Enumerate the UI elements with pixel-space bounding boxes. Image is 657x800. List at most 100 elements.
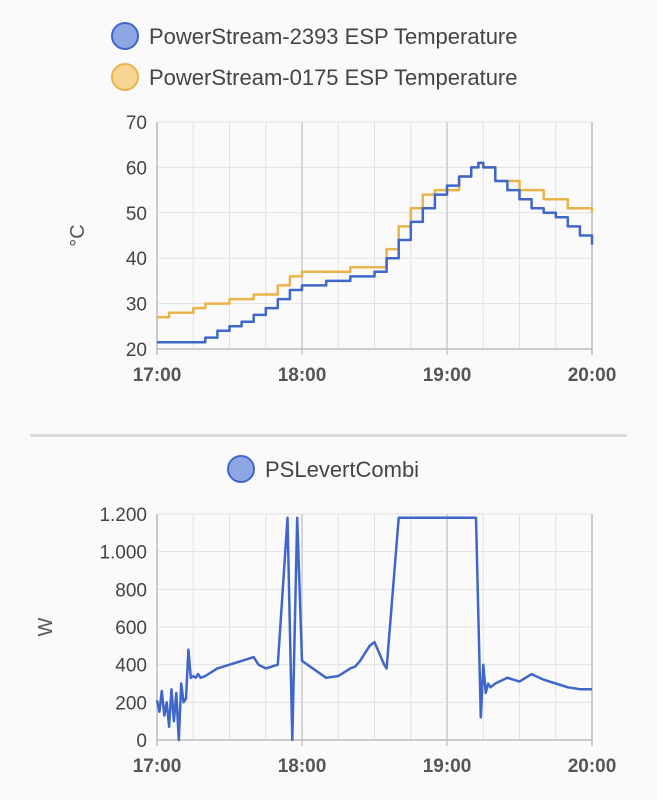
data-point-1-0-26[interactable]	[276, 663, 280, 667]
data-point-0-1-4[interactable]	[228, 297, 232, 301]
data-point-1-0-25[interactable]	[264, 666, 268, 670]
data-point-0-0-20[interactable]	[457, 174, 461, 178]
data-point-0-0-7[interactable]	[264, 306, 268, 310]
data-point-1-0-44[interactable]	[469, 516, 473, 520]
data-point-1-0-22[interactable]	[240, 659, 244, 663]
data-point-1-0-42[interactable]	[421, 516, 425, 520]
data-point-1-0-16[interactable]	[194, 676, 198, 680]
data-point-1-0-32[interactable]	[336, 674, 340, 678]
data-point-0-1-25[interactable]	[566, 206, 570, 210]
data-point-1-0-19[interactable]	[203, 674, 207, 678]
data-point-0-0-9[interactable]	[288, 288, 292, 292]
data-point-0-0-32[interactable]	[590, 243, 594, 247]
data-point-1-0-56[interactable]	[554, 682, 558, 686]
data-point-0-0-28[interactable]	[542, 211, 546, 215]
data-point-1-0-47[interactable]	[481, 663, 485, 667]
data-point-0-0-3[interactable]	[215, 329, 219, 333]
data-point-0-0-0[interactable]	[155, 340, 159, 344]
data-point-1-0-59[interactable]	[590, 687, 594, 691]
data-point-1-0-4[interactable]	[165, 700, 169, 704]
data-point-0-1-12[interactable]	[385, 247, 389, 251]
data-point-1-0-49[interactable]	[486, 682, 490, 686]
data-point-1-0-57[interactable]	[566, 685, 570, 689]
data-point-0-0-15[interactable]	[397, 238, 401, 242]
data-point-1-0-36[interactable]	[363, 651, 367, 655]
data-point-1-0-20[interactable]	[215, 666, 219, 670]
data-point-1-0-1[interactable]	[157, 710, 161, 714]
data-point-1-0-33[interactable]	[348, 666, 352, 670]
data-point-1-0-46[interactable]	[479, 715, 483, 719]
data-point-0-0-24[interactable]	[493, 179, 497, 183]
data-point-1-0-34[interactable]	[353, 665, 357, 669]
data-point-1-0-51[interactable]	[493, 682, 497, 686]
data-point-1-0-11[interactable]	[182, 700, 186, 704]
series-line-1-0[interactable]	[155, 516, 592, 742]
data-point-1-0-5[interactable]	[167, 725, 171, 729]
data-point-0-0-25[interactable]	[505, 188, 509, 192]
data-point-1-0-30[interactable]	[300, 659, 304, 663]
data-point-1-0-2[interactable]	[160, 689, 164, 693]
data-point-1-0-24[interactable]	[257, 663, 261, 667]
data-point-0-0-30[interactable]	[566, 224, 570, 228]
data-point-0-1-5[interactable]	[252, 293, 256, 297]
data-point-0-0-11[interactable]	[324, 279, 328, 283]
data-point-1-0-10[interactable]	[179, 682, 183, 686]
data-point-0-1-13[interactable]	[397, 224, 401, 228]
data-point-0-1-0[interactable]	[155, 315, 159, 319]
data-point-1-0-23[interactable]	[252, 655, 256, 659]
data-point-0-0-13[interactable]	[373, 270, 377, 274]
data-point-0-0-14[interactable]	[385, 256, 389, 260]
data-point-1-0-52[interactable]	[505, 676, 509, 680]
data-point-1-0-6[interactable]	[170, 687, 174, 691]
data-point-1-0-43[interactable]	[445, 516, 449, 520]
data-point-1-0-28[interactable]	[290, 738, 294, 742]
data-point-1-0-38[interactable]	[373, 640, 377, 644]
data-point-1-0-48[interactable]	[484, 691, 488, 695]
data-point-0-1-8[interactable]	[300, 270, 304, 274]
data-point-0-1-15[interactable]	[421, 193, 425, 197]
data-point-1-0-39[interactable]	[382, 663, 386, 667]
data-point-0-0-26[interactable]	[518, 197, 522, 201]
data-point-0-0-4[interactable]	[228, 324, 232, 328]
data-point-1-0-40[interactable]	[385, 666, 389, 670]
data-point-1-0-53[interactable]	[518, 680, 522, 684]
data-point-0-0-29[interactable]	[554, 215, 558, 219]
data-point-0-1-10[interactable]	[348, 265, 352, 269]
legend-entry-1-0[interactable]: PSLevertCombi	[227, 455, 419, 483]
data-point-0-0-17[interactable]	[421, 206, 425, 210]
data-point-1-0-12[interactable]	[184, 697, 188, 701]
data-point-1-0-13[interactable]	[186, 648, 190, 652]
data-point-1-0-27[interactable]	[286, 516, 290, 520]
data-point-1-0-8[interactable]	[174, 691, 178, 695]
data-point-0-1-11[interactable]	[373, 265, 377, 269]
data-point-0-1-9[interactable]	[324, 270, 328, 274]
data-point-1-0-9[interactable]	[177, 738, 181, 742]
data-point-1-0-21[interactable]	[228, 663, 232, 667]
legend-entry-0-1[interactable]: PowerStream-0175 ESP Temperature	[111, 63, 518, 91]
data-point-1-0-0[interactable]	[155, 698, 159, 702]
data-point-1-0-35[interactable]	[358, 659, 362, 663]
data-point-0-0-31[interactable]	[578, 234, 582, 238]
data-point-0-1-7[interactable]	[288, 274, 292, 278]
data-point-0-0-12[interactable]	[348, 274, 352, 278]
data-point-0-0-5[interactable]	[240, 320, 244, 324]
data-point-1-0-18[interactable]	[199, 676, 203, 680]
series-line-0-0[interactable]	[157, 161, 594, 344]
data-point-1-0-54[interactable]	[530, 672, 534, 676]
data-point-0-0-6[interactable]	[252, 313, 256, 317]
legend-entry-0-0[interactable]: PowerStream-2393 ESP Temperature	[111, 22, 518, 50]
data-point-0-0-27[interactable]	[530, 206, 534, 210]
data-point-0-0-18[interactable]	[433, 193, 437, 197]
data-point-0-1-6[interactable]	[276, 283, 280, 287]
data-point-0-0-8[interactable]	[276, 297, 280, 301]
data-point-0-0-23[interactable]	[481, 165, 485, 169]
data-point-1-0-7[interactable]	[172, 719, 176, 723]
data-point-1-0-41[interactable]	[397, 516, 401, 520]
data-point-1-0-55[interactable]	[542, 678, 546, 682]
data-point-1-0-3[interactable]	[162, 714, 166, 718]
data-point-1-0-45[interactable]	[474, 516, 478, 520]
data-point-0-1-26[interactable]	[590, 211, 594, 215]
data-point-1-0-17[interactable]	[196, 672, 200, 676]
data-point-0-1-24[interactable]	[542, 197, 546, 201]
data-point-0-1-2[interactable]	[191, 306, 195, 310]
